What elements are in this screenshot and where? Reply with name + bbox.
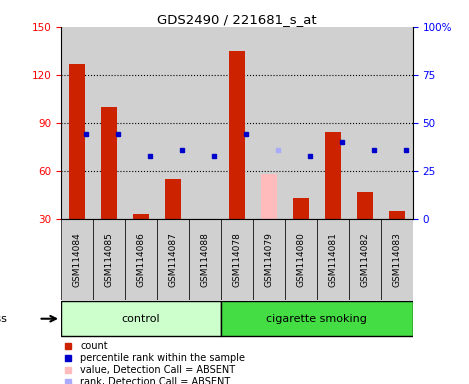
Text: value, Detection Call = ABSENT: value, Detection Call = ABSENT [80, 365, 235, 375]
Bar [357, 192, 373, 219]
Bar [69, 64, 85, 219]
Title: GDS2490 / 221681_s_at: GDS2490 / 221681_s_at [157, 13, 317, 26]
FancyBboxPatch shape [285, 219, 317, 300]
Bar [133, 214, 149, 219]
Bar [325, 132, 341, 219]
Text: GSM114083: GSM114083 [392, 232, 401, 286]
Text: GSM114081: GSM114081 [328, 232, 337, 286]
Bar [285, 27, 317, 219]
FancyBboxPatch shape [253, 219, 285, 300]
Text: stress: stress [0, 314, 8, 324]
Bar [221, 27, 253, 219]
Text: rank, Detection Call = ABSENT: rank, Detection Call = ABSENT [80, 377, 231, 384]
FancyBboxPatch shape [349, 219, 381, 300]
Text: GSM114087: GSM114087 [168, 232, 177, 286]
Bar [381, 27, 413, 219]
Bar [253, 27, 285, 219]
FancyBboxPatch shape [93, 219, 125, 300]
FancyBboxPatch shape [221, 219, 253, 300]
FancyBboxPatch shape [317, 219, 349, 300]
Bar [125, 27, 157, 219]
FancyBboxPatch shape [221, 301, 413, 336]
Text: GSM114079: GSM114079 [265, 232, 273, 286]
Bar [229, 51, 245, 219]
Text: GSM114088: GSM114088 [200, 232, 209, 286]
Bar [349, 27, 381, 219]
Bar [317, 27, 349, 219]
FancyBboxPatch shape [189, 219, 221, 300]
Text: GSM114082: GSM114082 [360, 232, 369, 286]
Bar [157, 27, 189, 219]
FancyBboxPatch shape [61, 301, 221, 336]
Text: percentile rank within the sample: percentile rank within the sample [80, 353, 245, 363]
Text: cigarette smoking: cigarette smoking [266, 314, 367, 324]
FancyBboxPatch shape [157, 219, 189, 300]
Text: control: control [121, 314, 160, 324]
FancyBboxPatch shape [381, 219, 413, 300]
Text: GSM114080: GSM114080 [296, 232, 305, 286]
FancyBboxPatch shape [61, 219, 93, 300]
Text: GSM114085: GSM114085 [105, 232, 113, 286]
FancyBboxPatch shape [125, 219, 157, 300]
Text: GSM114078: GSM114078 [232, 232, 242, 286]
Text: count: count [80, 341, 108, 351]
Text: GSM114086: GSM114086 [136, 232, 145, 286]
Bar [293, 198, 309, 219]
Text: GSM114084: GSM114084 [72, 232, 82, 286]
Bar [101, 107, 117, 219]
Bar [61, 27, 93, 219]
Bar [189, 27, 221, 219]
Bar [93, 27, 125, 219]
Bar [165, 179, 181, 219]
Bar [261, 174, 277, 219]
Bar [389, 211, 405, 219]
